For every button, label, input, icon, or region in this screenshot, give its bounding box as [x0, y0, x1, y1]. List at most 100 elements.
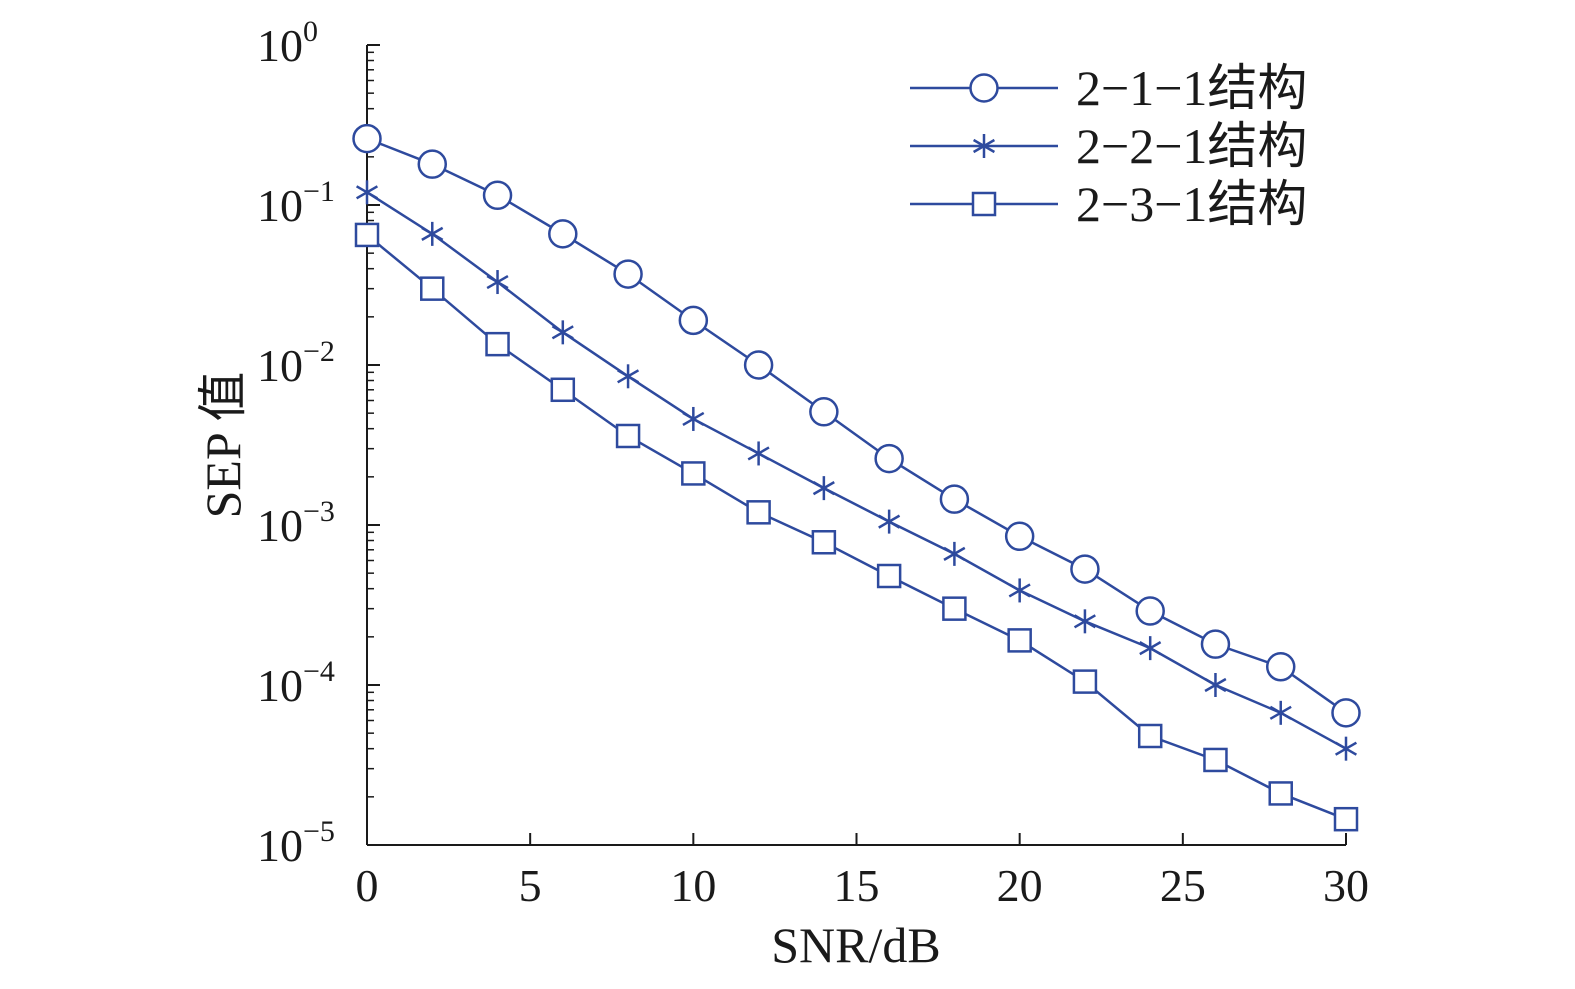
data-point-circle: [874, 443, 904, 474]
x-tick-label: 20: [997, 860, 1043, 911]
asterisk-stroke: [1269, 705, 1292, 720]
data-point-circle: [548, 219, 578, 249]
y-tick-label: 10−1: [257, 175, 335, 231]
data-point-circle: [1135, 596, 1165, 626]
data-point-square: [1072, 669, 1098, 694]
data-point-asterisk: [682, 406, 705, 431]
series-line: [366, 191, 1347, 750]
data-point-square: [1137, 723, 1163, 749]
x-tick-label: 25: [1160, 860, 1206, 911]
x-tick-label: 30: [1323, 860, 1369, 911]
data-point-square: [681, 461, 706, 486]
x-tick-label: 15: [834, 860, 880, 911]
data-point-square: [615, 423, 641, 449]
data-point-circle: [613, 259, 643, 289]
legend-entry-2: 2−2−1结构: [910, 118, 1307, 174]
asterisk-stroke: [972, 138, 996, 154]
data-point-asterisk: [1008, 578, 1031, 603]
series-line: [366, 137, 1347, 714]
y-tick-label: 10−2: [257, 335, 335, 391]
data-point-square: [1203, 747, 1228, 773]
data-point-square: [550, 377, 576, 403]
data-point-asterisk: [943, 541, 966, 566]
data-point-circle: [1265, 652, 1296, 682]
asterisk-stroke: [617, 369, 640, 384]
data-point-square: [1268, 781, 1293, 806]
data-point-asterisk: [747, 441, 770, 466]
data-point-circle: [1070, 554, 1100, 584]
asterisk-stroke: [1334, 741, 1358, 756]
y-tick-label: 10−4: [257, 655, 335, 711]
asterisk-stroke: [1008, 583, 1031, 598]
asterisk-stroke: [812, 481, 835, 496]
data-point-asterisk: [972, 134, 996, 158]
legend-label: 2−1−1结构: [1076, 60, 1307, 116]
data-point-asterisk: [551, 320, 574, 345]
x-tick-label: 10: [670, 860, 716, 911]
y-axis-title: SEP 值: [195, 372, 251, 519]
data-point-square: [354, 222, 380, 248]
series-2: [355, 180, 1358, 761]
asterisk-stroke: [878, 514, 901, 529]
data-point-asterisk: [617, 364, 640, 389]
data-point-square: [1007, 628, 1032, 653]
data-point-circle: [482, 180, 513, 211]
asterisk-stroke: [943, 546, 966, 561]
y-tick-label: 100: [257, 15, 318, 71]
data-point-square: [971, 191, 997, 217]
data-point-square: [1333, 806, 1359, 832]
data-point-square: [420, 276, 445, 301]
data-point-circle: [809, 397, 839, 427]
asterisk-stroke: [355, 185, 379, 200]
data-point-circle: [678, 305, 709, 336]
series-3: [354, 222, 1359, 832]
asterisk-stroke: [1204, 677, 1227, 693]
x-tick-label: 5: [519, 860, 542, 911]
data-point-asterisk: [421, 221, 444, 246]
asterisk-stroke: [747, 446, 770, 461]
asterisk-stroke: [486, 274, 509, 290]
asterisk-stroke: [421, 226, 444, 241]
y-axis-ticks: 100 10−1 10−2 10−3 10−4 10−5: [257, 15, 380, 871]
data-point-square: [746, 500, 771, 525]
data-point-circle: [969, 73, 999, 103]
data-point-asterisk: [1269, 700, 1292, 725]
data-point-square: [876, 563, 902, 589]
data-point-asterisk: [1334, 736, 1358, 761]
y-tick-label: 10−5: [257, 815, 335, 871]
data-point-asterisk: [355, 180, 379, 205]
data-point-circle: [417, 149, 448, 179]
data-point-circle: [939, 484, 970, 514]
data-point-asterisk: [812, 476, 835, 501]
data-point-asterisk: [878, 509, 901, 534]
x-tick-label: 0: [356, 860, 379, 911]
data-point-circle: [352, 123, 382, 154]
legend-entry-3: 2−3−1结构: [910, 176, 1307, 232]
data-point-asterisk: [1139, 636, 1162, 661]
data-point-asterisk: [486, 270, 509, 295]
data-point-circle: [1331, 698, 1361, 728]
asterisk-stroke: [682, 411, 705, 427]
data-point-circle: [743, 350, 774, 380]
data-point-square: [942, 596, 967, 621]
x-axis-ticks: 0 5 10 15 20 25 30: [356, 833, 1369, 911]
data-point-square: [485, 331, 510, 357]
series-group: [352, 123, 1361, 832]
data-point-asterisk: [1073, 609, 1096, 634]
legend-entry-1: 2−1−1结构: [910, 60, 1307, 116]
data-point-asterisk: [1204, 673, 1227, 697]
asterisk-stroke: [1073, 614, 1096, 629]
asterisk-stroke: [1139, 641, 1162, 656]
x-axis-title: SNR/dB: [771, 917, 941, 973]
asterisk-stroke: [551, 325, 574, 340]
legend-label: 2−2−1结构: [1076, 118, 1307, 174]
legend-label: 2−3−1结构: [1076, 176, 1307, 232]
data-point-circle: [1004, 521, 1035, 552]
series-1: [352, 123, 1361, 728]
series-line: [366, 233, 1347, 821]
data-point-square: [811, 530, 837, 555]
data-point-circle: [1200, 629, 1231, 659]
y-tick-label: 10−3: [257, 495, 335, 551]
